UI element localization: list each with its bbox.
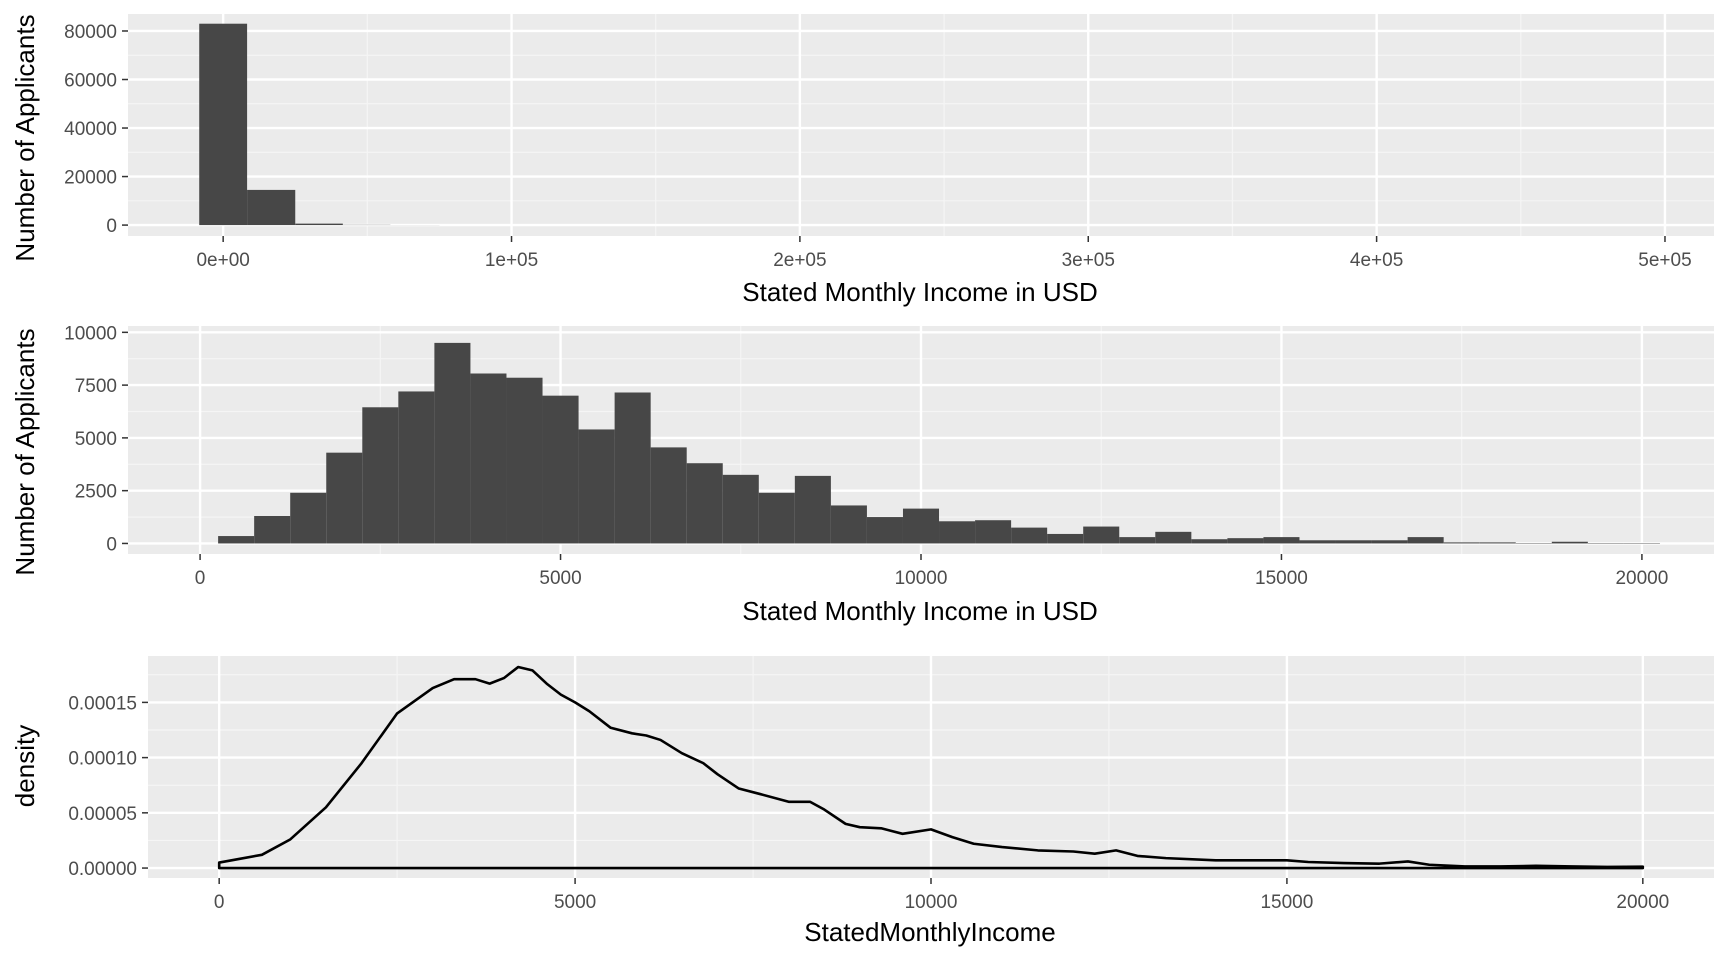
histogram-bar: [295, 223, 343, 226]
histogram-bar: [1011, 527, 1048, 544]
x-axis-title: Stated Monthly Income in USD: [742, 277, 1098, 307]
x-tick-label: 15000: [1260, 892, 1313, 913]
y-tick-label: 7500: [75, 376, 117, 397]
axes: 0 5000 10000 15000 20000 0 2500 5000 7500 10000: [64, 323, 1668, 589]
histogram-bar: [542, 395, 579, 544]
histogram-bar: [362, 407, 399, 544]
x-tick-label: 10000: [905, 892, 958, 913]
histogram-bar: [794, 475, 831, 544]
histogram-bar: [975, 520, 1012, 544]
histogram-bar: [290, 492, 327, 544]
panel-background: [128, 14, 1714, 236]
histogram-bar: [199, 23, 248, 226]
x-tick-label: 1e+05: [485, 250, 538, 271]
histogram-bar: [1371, 540, 1408, 544]
x-tick-label: 5000: [539, 568, 581, 589]
histogram-bar: [506, 377, 543, 544]
histogram-bar: [758, 492, 795, 544]
x-tick-label: 4e+05: [1350, 250, 1403, 271]
x-tick-label: 10000: [895, 568, 948, 589]
histogram-bar: [650, 447, 687, 544]
y-axis-title: Number of Applicants: [10, 14, 40, 261]
histogram-bar: [1155, 531, 1192, 544]
x-tick-label: 5000: [554, 892, 596, 913]
histogram-bar: [1263, 537, 1300, 544]
x-tick-label: 20000: [1616, 892, 1669, 913]
x-tick-label: 3e+05: [1062, 250, 1115, 271]
x-axis-title: Stated Monthly Income in USD: [742, 596, 1098, 626]
y-tick-label: 0.00000: [68, 859, 137, 880]
histogram-bar: [470, 373, 507, 544]
histogram-bar: [1443, 542, 1480, 544]
histogram-bar: [218, 536, 255, 544]
histogram-bar: [247, 189, 296, 226]
histogram-bar: [1119, 537, 1156, 544]
histogram-bar: [1407, 537, 1444, 544]
histogram-bar: [1335, 540, 1372, 544]
x-tick-label: 5e+05: [1638, 250, 1691, 271]
x-tick-label: 0: [214, 892, 225, 913]
density-curve: [217, 665, 1645, 870]
y-tick-label: 60000: [64, 71, 117, 92]
y-tick-label: 0: [106, 216, 117, 237]
y-tick-label: 20000: [64, 168, 117, 189]
income-histogram-full-range: 0e+00 1e+05 2e+05 3e+05 4e+05 5e+05 0 20000 4000…: [10, 14, 1714, 307]
histogram-bar: [1083, 526, 1120, 544]
x-tick-label: 15000: [1255, 568, 1308, 589]
histogram-bar: [614, 392, 651, 544]
y-axis-title: Number of Applicants: [10, 328, 40, 575]
y-axis-title: density: [10, 725, 40, 807]
plot-panel: [128, 326, 1714, 554]
histogram-bar: [686, 463, 723, 544]
x-axis-title: StatedMonthlyIncome: [804, 917, 1055, 947]
histogram-bar: [866, 517, 903, 544]
y-tick-label: 0.00010: [68, 749, 137, 770]
histogram-bar: [830, 505, 867, 544]
histogram-bar: [326, 452, 363, 544]
x-tick-label: 2e+05: [773, 250, 826, 271]
y-tick-label: 40000: [64, 119, 117, 140]
x-tick-label: 0: [195, 568, 206, 589]
x-tick-label: 20000: [1615, 568, 1668, 589]
histogram-bar: [1047, 533, 1084, 544]
histogram-bar: [398, 391, 435, 544]
histogram-bar: [434, 342, 471, 544]
y-tick-label: 0.00005: [68, 804, 137, 825]
axes: 0 5000 10000 15000 20000 0.00000 0.00005 0.0001…: [68, 693, 1669, 913]
y-tick-label: 80000: [64, 22, 117, 43]
histogram-bar: [1479, 542, 1516, 544]
y-tick-label: 5000: [75, 429, 117, 450]
histogram-bar: [902, 508, 940, 544]
histogram-bar: [578, 429, 615, 544]
y-tick-label: 0: [106, 534, 117, 555]
y-tick-label: 2500: [75, 482, 117, 503]
plot-panel: [148, 656, 1714, 878]
y-tick-label: 0.00015: [68, 693, 137, 714]
axes: 0e+00 1e+05 2e+05 3e+05 4e+05 5e+05 0 20000 4000…: [64, 22, 1692, 271]
histogram-bar: [254, 516, 291, 544]
plot-panel: [128, 14, 1714, 236]
histogram-bar: [1551, 541, 1588, 544]
x-tick-label: 0e+00: [196, 250, 249, 271]
histogram-bar: [1227, 538, 1264, 544]
income-histogram-under-20000: 0 5000 10000 15000 20000 0 2500 5000 7500 10000 N…: [10, 323, 1714, 626]
histogram-bar: [939, 521, 976, 544]
histogram-bar: [722, 474, 759, 544]
y-tick-label: 10000: [64, 323, 117, 344]
income-density-plot: 0 5000 10000 15000 20000 0.00000 0.00005 0.0001…: [10, 656, 1714, 947]
histogram-bar: [1191, 539, 1228, 544]
histogram-bar: [1299, 540, 1336, 544]
